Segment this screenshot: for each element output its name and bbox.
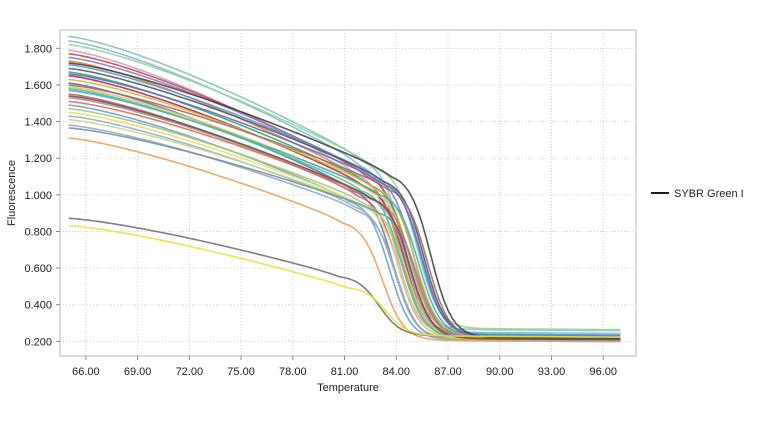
x-tick-label: 72.00 — [176, 366, 204, 378]
x-tick-label: 96.00 — [589, 366, 617, 378]
y-tick-label: 1.200 — [24, 153, 52, 165]
y-tick-label: 0.600 — [24, 263, 52, 275]
melt-curve-22 — [68, 115, 621, 342]
plot-area — [59, 29, 637, 357]
y-tick-label: 0.800 — [24, 226, 52, 238]
melt-curve-3 — [68, 43, 621, 331]
x-tick-label: 90.00 — [486, 366, 514, 378]
axes: 66.00 69.00 72.00 75.00 78.00 81.00 84.00 87.00… — [24, 43, 617, 378]
y-tick-label: 1.600 — [24, 80, 52, 92]
melt-curve-26 — [68, 137, 621, 343]
y-tick-label: 1.000 — [24, 190, 52, 202]
x-tick-label: 66.00 — [72, 366, 100, 378]
x-tick-label: 78.00 — [279, 366, 307, 378]
melt-curve-33 — [68, 224, 621, 338]
series-layer — [68, 35, 621, 343]
y-tick-label: 1.800 — [24, 43, 52, 55]
x-tick-label: 75.00 — [227, 366, 255, 378]
x-tick-label: 93.00 — [538, 366, 566, 378]
x-tick-label: 84.00 — [383, 366, 411, 378]
x-axis-title: Temperature — [317, 382, 379, 394]
y-tick-label: 0.400 — [24, 300, 52, 312]
x-tick-label: 87.00 — [434, 366, 462, 378]
melt-curve-2 — [68, 40, 621, 335]
melt-curve-30 — [68, 62, 621, 340]
legend-label: SYBR Green I — [674, 188, 744, 200]
y-tick-label: 1.400 — [24, 117, 52, 129]
melt-curve-31 — [68, 95, 621, 341]
y-axis-title: Fluorescence — [6, 160, 18, 226]
legend: SYBR Green I — [651, 188, 744, 200]
x-tick-label: 69.00 — [124, 366, 152, 378]
x-tick-label: 81.00 — [331, 366, 359, 378]
y-tick-label: 0.200 — [24, 336, 52, 348]
